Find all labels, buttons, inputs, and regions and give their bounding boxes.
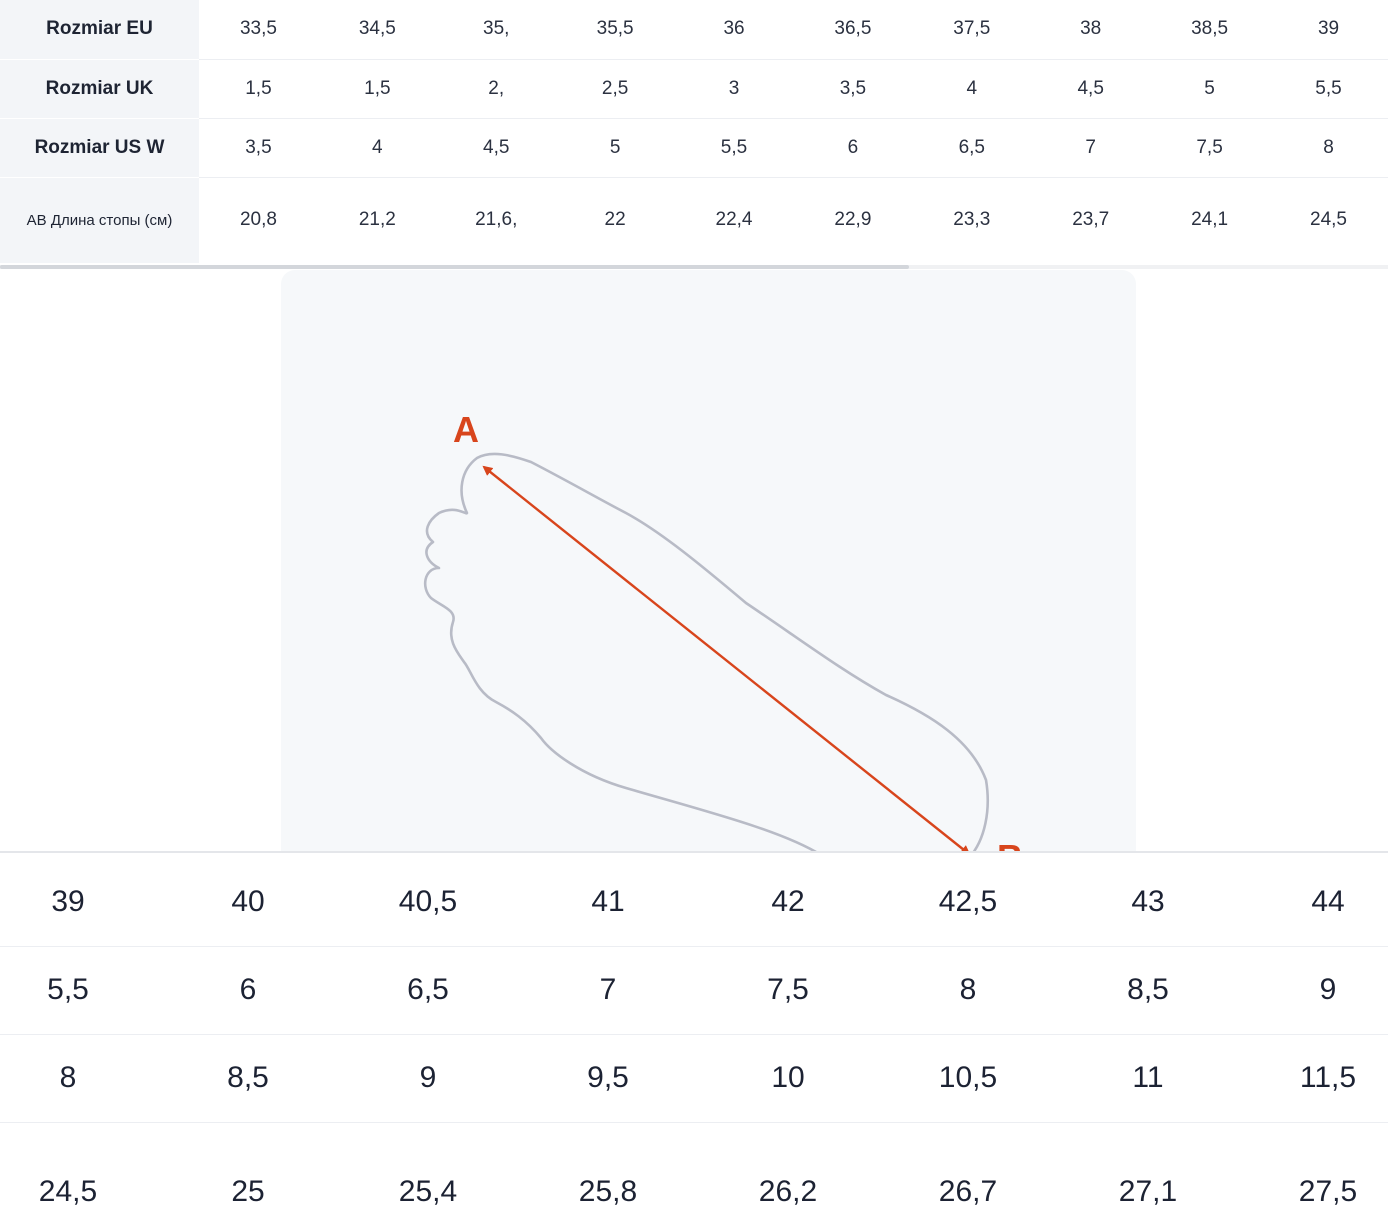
table-cell: 5: [555, 118, 675, 178]
table-cell: 21,6,: [475, 209, 518, 231]
size-table-bottom-grid: 39 40 40,5 41 42 42,5 43 44 5,5 6 6,5 7 …: [0, 853, 1388, 1232]
table-cell: 1,5: [317, 59, 437, 119]
table-cell: 26,2: [758, 1175, 818, 1209]
table-cell: 27,1: [1118, 1175, 1178, 1209]
table-cell: 24,5: [38, 1175, 98, 1209]
table-cell: 21,2: [358, 209, 396, 231]
table-cell: 4: [317, 118, 437, 178]
table-cell: 11,5: [1238, 1034, 1388, 1123]
table-cell: 8: [1269, 118, 1388, 178]
table-cell: 37,5: [912, 0, 1032, 60]
table-cell: 7: [1031, 118, 1151, 178]
table-cell: 11: [1058, 1034, 1238, 1123]
table-cell: 10,5: [878, 1034, 1058, 1123]
table-cell: 26,7: [938, 1175, 998, 1209]
table-cell: 41: [518, 853, 698, 947]
size-table-top: Rozmiar EU 33,5 34,5 35, 35,5 36 36,5 37…: [0, 0, 1388, 263]
table-row-eu: Rozmiar EU 33,5 34,5 35, 35,5 36 36,5 37…: [0, 0, 1388, 60]
table-cell: 39: [0, 853, 158, 947]
table-cell: 23,3: [953, 209, 991, 231]
table-cell: 24,5: [1310, 209, 1347, 231]
table-cell: 36,5: [793, 0, 913, 60]
table-cell: 44: [1238, 853, 1388, 947]
table-cell: 27,5: [1298, 1175, 1358, 1209]
table-cell: 8,5: [158, 1034, 338, 1123]
table-cell: 5,5: [0, 946, 158, 1035]
table-cell: 25: [231, 1175, 265, 1209]
table-cell: 8: [0, 1034, 158, 1123]
table-row-uk: Rozmiar UK 1,5 1,5 2, 2,5 3 3,5 4 4,5 5 …: [0, 59, 1388, 119]
table-cell: 25,8: [578, 1175, 638, 1209]
table-cell: 8,5: [1058, 946, 1238, 1035]
row-header-us-w: Rozmiar US W: [0, 118, 199, 178]
table-cell: 42: [698, 853, 878, 947]
horizontal-scrollbar-thumb[interactable]: [0, 265, 909, 269]
table-cell: 4,5: [1031, 59, 1151, 119]
table-cell: 20,8: [239, 209, 277, 231]
table-cell: 5: [1150, 59, 1270, 119]
table-cell: 40: [158, 853, 338, 947]
table-cell: 9,5: [518, 1034, 698, 1123]
table-cell: 1,5: [199, 59, 318, 119]
table-cell: 5,5: [1269, 59, 1388, 119]
table-cell: 9: [338, 1034, 518, 1123]
table-cell: 6: [158, 946, 338, 1035]
table-cell: 7: [518, 946, 698, 1035]
point-a-label: A: [453, 409, 479, 450]
table-row-foot-length: 24,5 25 25,4 25,8 26,2 26,7 27,1 27,5: [0, 1122, 1388, 1232]
table-cell: 22: [604, 209, 626, 231]
foot-measurement-illustration: A B: [281, 270, 1136, 890]
table-cell: 6,5: [338, 946, 518, 1035]
table-row-us-w: Rozmiar US W 3,5 4 4,5 5 5,5 6 6,5 7 7,5…: [0, 118, 1388, 178]
table-cell: 40,5: [338, 853, 518, 947]
table-cell: 43: [1058, 853, 1238, 947]
table-cell: 2,: [436, 59, 556, 119]
table-cell: 8: [878, 946, 1058, 1035]
table-cell: 2,5: [555, 59, 675, 119]
table-cell: 4: [912, 59, 1032, 119]
table-cell: 22,4: [715, 209, 753, 231]
table-cell: 35,5: [555, 0, 675, 60]
table-cell: 35,: [436, 0, 556, 60]
table-cell: 7,5: [698, 946, 878, 1035]
table-cell: 9: [1238, 946, 1388, 1035]
table-cell: 36: [674, 0, 794, 60]
table-cell: 6,5: [912, 118, 1032, 178]
table-cell: 34,5: [317, 0, 437, 60]
table-cell: 3: [674, 59, 794, 119]
table-cell: 38: [1031, 0, 1151, 60]
foot-diagram: A B: [423, 409, 1023, 878]
foot-outline: [423, 452, 989, 860]
table-row-foot-length: AB Длина стопы (см) 20,8 21,2 21,6, 22 2…: [0, 177, 1388, 263]
row-header-uk: Rozmiar UK: [0, 59, 199, 119]
table-cell: 6: [793, 118, 913, 178]
table-row-uk: 5,5 6 6,5 7 7,5 8 8,5 9: [0, 946, 1388, 1035]
table-cell: 33,5: [199, 0, 318, 60]
table-row-eu: 39 40 40,5 41 42 42,5 43 44: [0, 853, 1388, 947]
table-cell: 24,1: [1191, 209, 1229, 231]
row-header-eu: Rozmiar EU: [0, 0, 199, 60]
table-cell: 39: [1269, 0, 1388, 60]
table-cell: 23,7: [1072, 209, 1110, 231]
table-cell: 3,5: [793, 59, 913, 119]
table-cell: 38,5: [1150, 0, 1270, 60]
table-cell: 7,5: [1150, 118, 1270, 178]
size-table-bottom: 39 40 40,5 41 42 42,5 43 44 5,5 6 6,5 7 …: [0, 851, 1388, 1232]
ab-measurement-arrow: [482, 465, 971, 856]
row-header-foot-length: AB Длина стопы (см): [0, 177, 199, 263]
table-cell: 25,4: [398, 1175, 458, 1209]
table-cell: 4,5: [436, 118, 556, 178]
table-cell: 3,5: [199, 118, 318, 178]
table-cell: 42,5: [878, 853, 1058, 947]
table-row-us-w: 8 8,5 9 9,5 10 10,5 11 11,5: [0, 1034, 1388, 1123]
table-cell: 10: [698, 1034, 878, 1123]
table-cell: 5,5: [674, 118, 794, 178]
table-cell: 22,9: [834, 209, 872, 231]
